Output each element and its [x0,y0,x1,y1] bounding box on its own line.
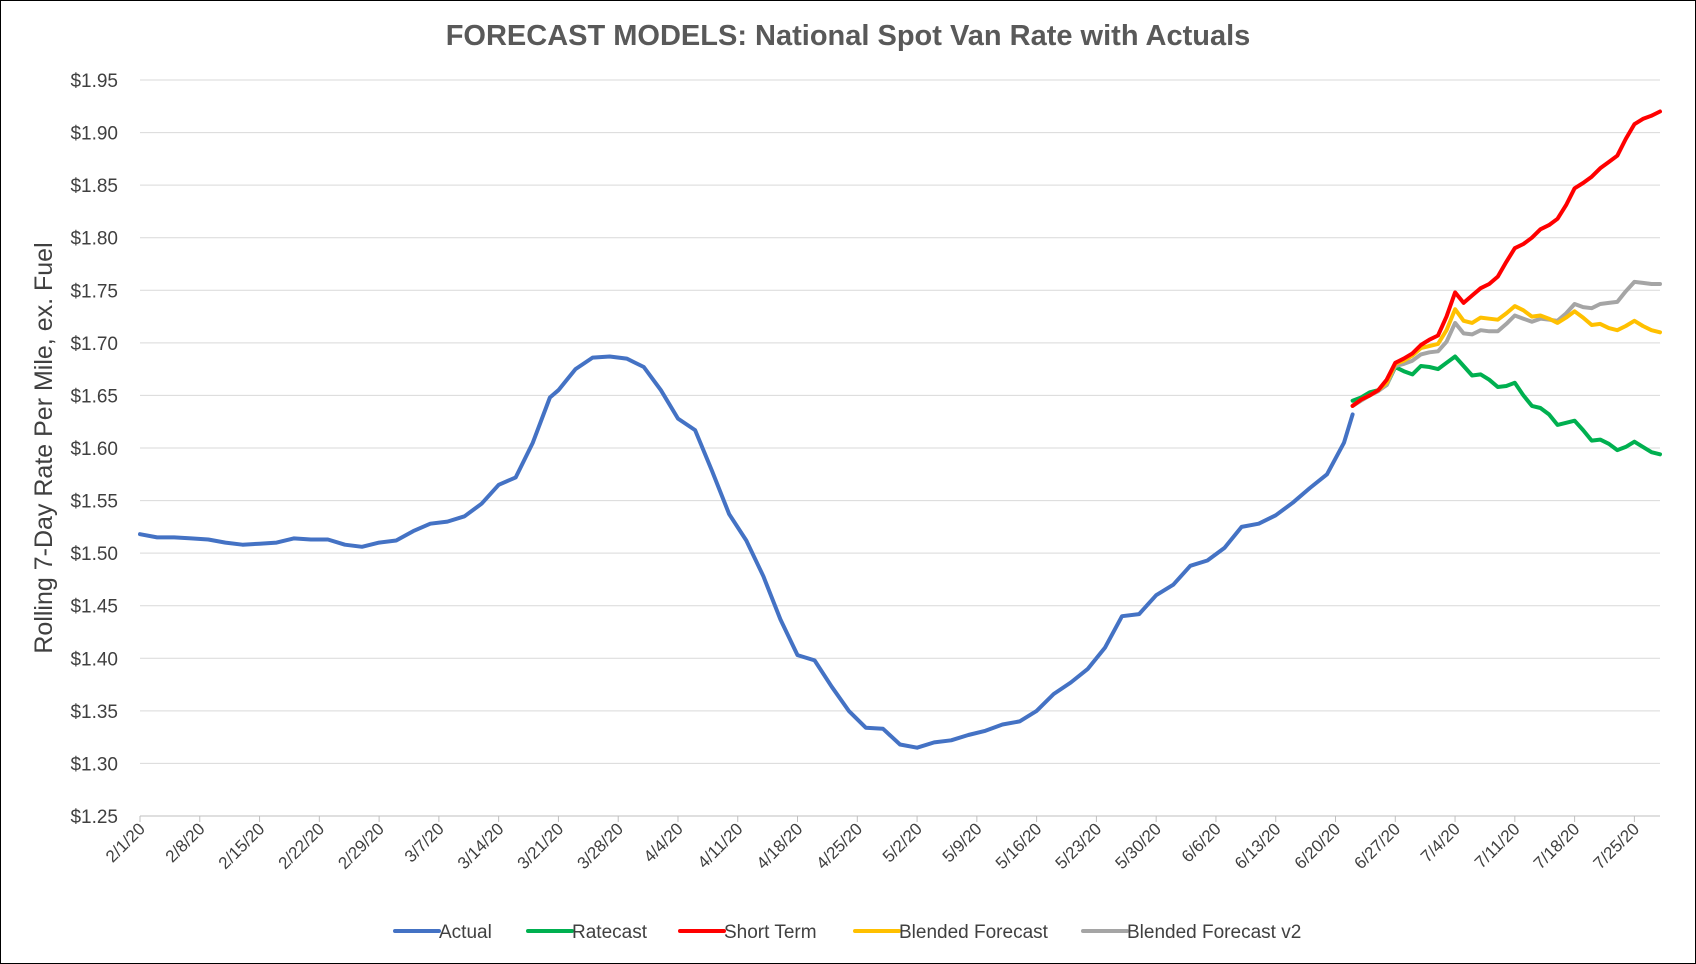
x-tick-label: 4/25/20 [813,819,867,873]
y-tick-label: $1.65 [70,386,118,407]
x-tick-label: 5/2/20 [879,819,926,866]
x-tick-label: 4/4/20 [640,819,687,866]
x-tick-label: 6/20/20 [1291,819,1345,873]
y-axis-ticks: $1.25 $1.30 $1.35 $1.40 $1.45 $1.50 $1.55 $1.60… [70,71,118,828]
y-tick-label: $1.80 [70,229,118,250]
legend-label-short-term: Short Term [724,922,817,943]
y-tick-label: $1.30 [70,754,118,775]
x-tick-label: 7/11/20 [1471,819,1524,872]
x-tick-label: 6/13/20 [1231,819,1285,873]
x-tick-label: 5/9/20 [939,819,986,866]
x-axis-ticks: 2/1/20 2/8/20 2/15/20 2/22/20 2/29/20 3/7/20 3… [102,816,1643,873]
legend-label-blended-forecast-v2: Blended Forecast v2 [1127,922,1301,943]
x-tick-label: 6/6/20 [1178,819,1225,866]
x-tick-label: 2/8/20 [162,819,209,866]
y-tick-label: $1.50 [70,544,118,565]
legend: Actual Ratecast Short Term Blended Forecast… [393,922,1301,943]
series-line-actual [138,354,1355,750]
x-tick-label: 4/11/20 [694,819,747,872]
y-tick-label: $1.70 [70,334,118,355]
x-tick-label: 7/25/20 [1590,819,1644,873]
x-tick-label: 2/22/20 [275,819,329,873]
x-tick-label: 5/23/20 [1052,819,1106,873]
x-tick-label: 5/30/20 [1111,819,1165,873]
x-tick-label: 3/28/20 [573,819,627,873]
x-tick-label: 6/27/20 [1351,819,1405,873]
y-tick-label: $1.25 [70,807,118,828]
y-axis-title: Rolling 7-Day Rate Per Mile, ex. Fuel [30,242,58,653]
series-line-blended-forecast [1350,304,1662,408]
y-tick-label: $1.60 [70,439,118,460]
y-tick-label: $1.75 [70,281,118,302]
y-tick-label: $1.85 [70,176,118,197]
x-tick-label: 7/4/20 [1417,819,1464,866]
y-tick-label: $1.35 [70,702,118,723]
x-tick-label: 3/14/20 [454,819,508,873]
y-tick-label: $1.45 [70,597,118,618]
y-tick-label: $1.95 [70,71,118,92]
series-line-ratecast [1350,354,1662,457]
legend-label-blended-forecast: Blended Forecast [899,922,1049,943]
series-lines [138,109,1662,750]
x-tick-label: 7/18/20 [1530,819,1584,873]
x-tick-label: 5/16/20 [992,819,1046,873]
series-line-blended-forecast-v2 [1350,279,1662,408]
series-line-short-term [1350,109,1662,408]
x-tick-label: 3/21/20 [514,819,568,873]
y-tick-label: $1.55 [70,492,118,513]
x-tick-label: 2/29/20 [334,819,388,873]
x-tick-label: 2/15/20 [215,819,269,873]
legend-label-ratecast: Ratecast [572,922,648,943]
gridlines [140,79,1660,817]
y-tick-label: $1.90 [70,124,118,145]
chart-title: FORECAST MODELS: National Spot Van Rate … [446,20,1251,52]
legend-label-actual: Actual [439,922,492,943]
y-tick-label: $1.40 [70,649,118,670]
x-tick-label: 4/18/20 [753,819,807,873]
x-tick-label: 3/7/20 [401,819,448,866]
